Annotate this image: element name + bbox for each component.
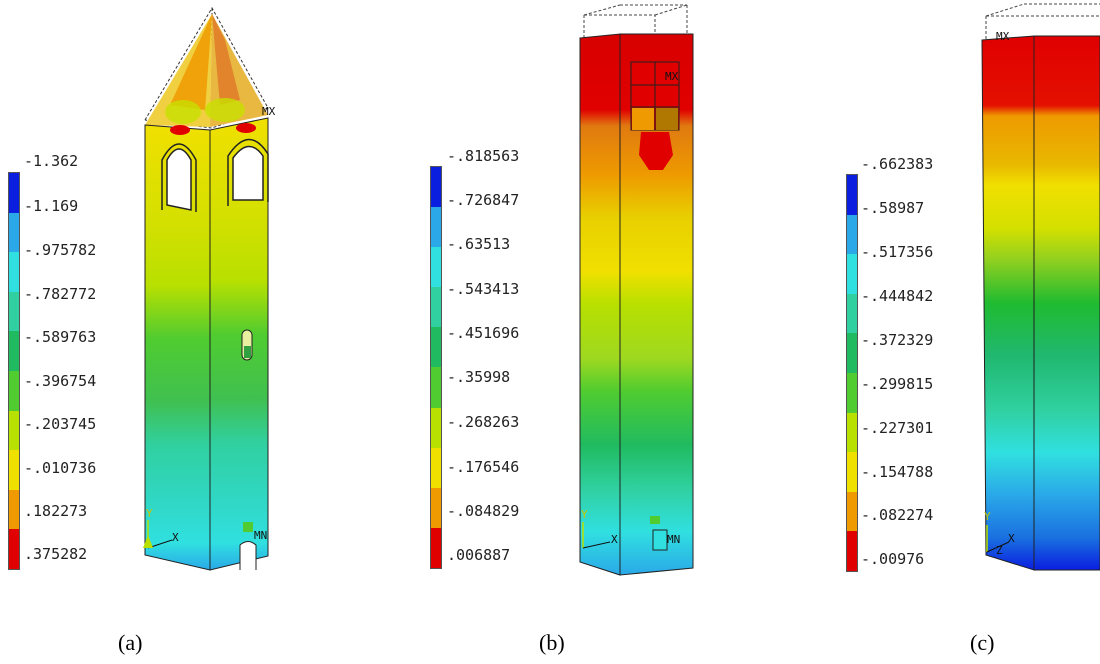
- max-marker: MX: [665, 70, 679, 83]
- legend-bar-a: [8, 172, 20, 570]
- legend-tick: -.084829: [447, 502, 520, 520]
- axis-x-label: X: [172, 531, 179, 544]
- legend-tick: -1.362: [24, 152, 79, 170]
- legend-tick: -1.169: [24, 197, 79, 215]
- legend-tick: -.662383: [861, 155, 934, 173]
- legend-tick: -.451696: [447, 324, 520, 342]
- axis-y-label: Y: [146, 507, 153, 520]
- tower-model-a: MX MN Y X: [143, 7, 276, 571]
- legend-tick: -.782772: [24, 285, 97, 303]
- legend-tick: -.543413: [447, 280, 520, 298]
- caption-b: (b): [539, 630, 565, 655]
- axis-y-label: Y: [581, 508, 588, 521]
- axis-x-label: X: [1008, 532, 1015, 545]
- legend-tick: -.010736: [24, 459, 97, 477]
- min-marker: MN: [254, 529, 267, 542]
- max-marker: MX: [262, 105, 276, 118]
- legend-tick: -.154788: [861, 463, 934, 481]
- min-marker: MN: [667, 533, 680, 546]
- legend-tick: -.726847: [447, 191, 520, 209]
- legend-tick: -.63513: [447, 235, 511, 253]
- panel-c: -.662383 -.58987 -.517356 -.444842 -.372…: [734, 0, 1100, 664]
- legend-tick: -.227301: [861, 419, 934, 437]
- axis-y-label: Y: [984, 510, 991, 523]
- legend-tick: -.268263: [447, 413, 520, 431]
- legend-tick: -.299815: [861, 375, 934, 393]
- caption-a: (a): [118, 630, 143, 655]
- tower-model-b: MX MN Y X: [579, 4, 694, 576]
- legend-tick: -.082274: [861, 506, 934, 524]
- legend-bar-b: [430, 166, 442, 569]
- max-marker: MX: [996, 30, 1010, 43]
- legend-tick: -.176546: [447, 458, 520, 476]
- caption-c: (c): [970, 630, 995, 655]
- legend-tick: .375282: [24, 545, 88, 563]
- legend-tick: -.00976: [861, 550, 925, 568]
- axis-z-label: Z: [996, 544, 1003, 557]
- legend-tick: -.372329: [861, 331, 934, 349]
- legend-tick: -.444842: [861, 287, 934, 305]
- legend-tick: -.35998: [447, 368, 511, 386]
- legend-bar-c: [846, 174, 858, 572]
- legend-tick: -.818563: [447, 147, 520, 165]
- legend-tick: .006887: [447, 546, 511, 564]
- legend-tick: -.396754: [24, 372, 97, 390]
- legend-tick: -.589763: [24, 328, 97, 346]
- legend-tick: -.975782: [24, 241, 97, 259]
- panel-a: -1.362 -1.169 -.975782 -.782772 -.589763…: [0, 0, 367, 664]
- legend-tick: -.203745: [24, 415, 97, 433]
- axis-x-label: X: [611, 533, 618, 546]
- legend-tick: .182273: [24, 502, 88, 520]
- panel-b: -.818563 -.726847 -.63513 -.543413 -.451…: [367, 0, 734, 664]
- tower-model-c: MX Y Z X: [981, 3, 1100, 571]
- legend-tick: -.517356: [861, 243, 934, 261]
- legend-tick: -.58987: [861, 199, 925, 217]
